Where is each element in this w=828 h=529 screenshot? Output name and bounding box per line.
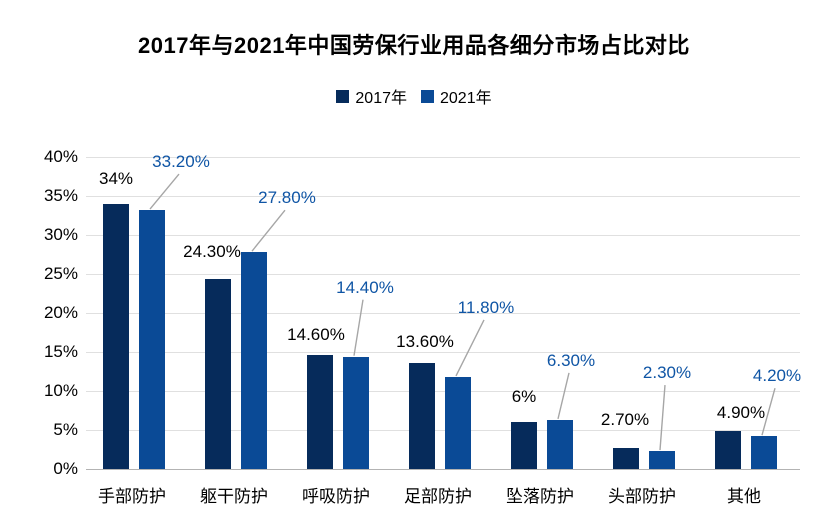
value-label-2017-3: 13.60% — [396, 332, 454, 351]
bar-2017-0 — [103, 204, 129, 469]
bar-2021-5 — [649, 451, 675, 469]
value-label-2017-0: 34% — [98, 169, 134, 188]
value-label-2021-3: 11.80% — [457, 298, 515, 317]
value-label-2017-1: 24.30% — [183, 242, 241, 261]
gridline — [86, 235, 800, 236]
y-axis-tick-label: 30% — [43, 225, 78, 244]
leader-line-4 — [557, 372, 570, 420]
bar-2021-0 — [139, 210, 165, 469]
value-label-2021-5: 2.30% — [642, 363, 692, 382]
gridline — [86, 196, 800, 197]
gridline — [86, 313, 800, 314]
legend-item-2021: 2021年 — [421, 84, 492, 108]
value-label-2021-6: 4.20% — [752, 366, 802, 385]
y-axis-tick-label: 25% — [43, 264, 78, 283]
y-axis-tick-label: 20% — [43, 303, 78, 322]
leader-line-0 — [149, 173, 180, 210]
value-label-2017-6: 4.90% — [716, 403, 766, 422]
bar-2017-3 — [409, 363, 435, 469]
x-axis-label-3: 足部防护 — [404, 487, 472, 506]
bar-2017-2 — [307, 355, 333, 469]
value-label-2021-2: 14.40% — [336, 278, 394, 297]
gridline — [86, 430, 800, 431]
x-axis-label-5: 头部防护 — [608, 487, 676, 506]
gridline — [86, 352, 800, 353]
bar-2017-4 — [511, 422, 537, 469]
leader-line-1 — [251, 209, 286, 252]
y-axis-tick-label: 15% — [43, 342, 78, 361]
bar-2021-1 — [241, 252, 267, 469]
value-label-2017-2: 14.60% — [287, 325, 345, 344]
legend-label-2021: 2021年 — [440, 90, 492, 107]
y-axis-tick-label: 5% — [53, 420, 78, 439]
x-axis-line — [86, 469, 800, 470]
value-label-2021-0: 33.20% — [152, 152, 210, 171]
y-axis-tick-label: 0% — [53, 459, 78, 478]
bar-2021-6 — [751, 436, 777, 469]
bar-2017-5 — [613, 448, 639, 469]
value-label-2017-5: 2.70% — [600, 410, 650, 429]
x-axis-label-1: 躯干防护 — [200, 487, 268, 506]
legend-label-2017: 2017年 — [355, 90, 407, 107]
gridline — [86, 391, 800, 392]
leader-line-5 — [659, 385, 666, 451]
bar-2017-1 — [205, 279, 231, 469]
chart-title: 2017年与2021年中国劳保行业用品各细分市场占比对比 — [138, 33, 690, 58]
y-axis-tick-label: 10% — [43, 381, 78, 400]
x-axis-label-2: 呼吸防护 — [302, 487, 370, 506]
bar-2021-2 — [343, 357, 369, 469]
value-label-2021-4: 6.30% — [546, 351, 596, 370]
bar-2017-6 — [715, 431, 741, 469]
y-axis-tick-label: 35% — [43, 186, 78, 205]
x-axis-label-6: 其他 — [727, 487, 761, 506]
bar-2021-3 — [445, 377, 471, 469]
x-axis-label-4: 坠落防护 — [506, 487, 574, 506]
legend-swatch-2021 — [421, 89, 434, 103]
legend-swatch-2017 — [336, 89, 350, 103]
legend-item-2017: 2017年 — [336, 84, 407, 108]
legend: 2017年 2021年 — [0, 84, 828, 108]
leader-line-2 — [353, 299, 364, 356]
value-label-2021-1: 27.80% — [258, 188, 316, 207]
value-label-2017-4: 6% — [511, 387, 537, 406]
x-axis-label-0: 手部防护 — [98, 487, 166, 506]
leader-line-3 — [455, 319, 485, 377]
y-axis-tick-label: 40% — [43, 147, 78, 166]
gridline — [86, 157, 800, 158]
gridline — [86, 274, 800, 275]
bar-2021-4 — [547, 420, 573, 469]
